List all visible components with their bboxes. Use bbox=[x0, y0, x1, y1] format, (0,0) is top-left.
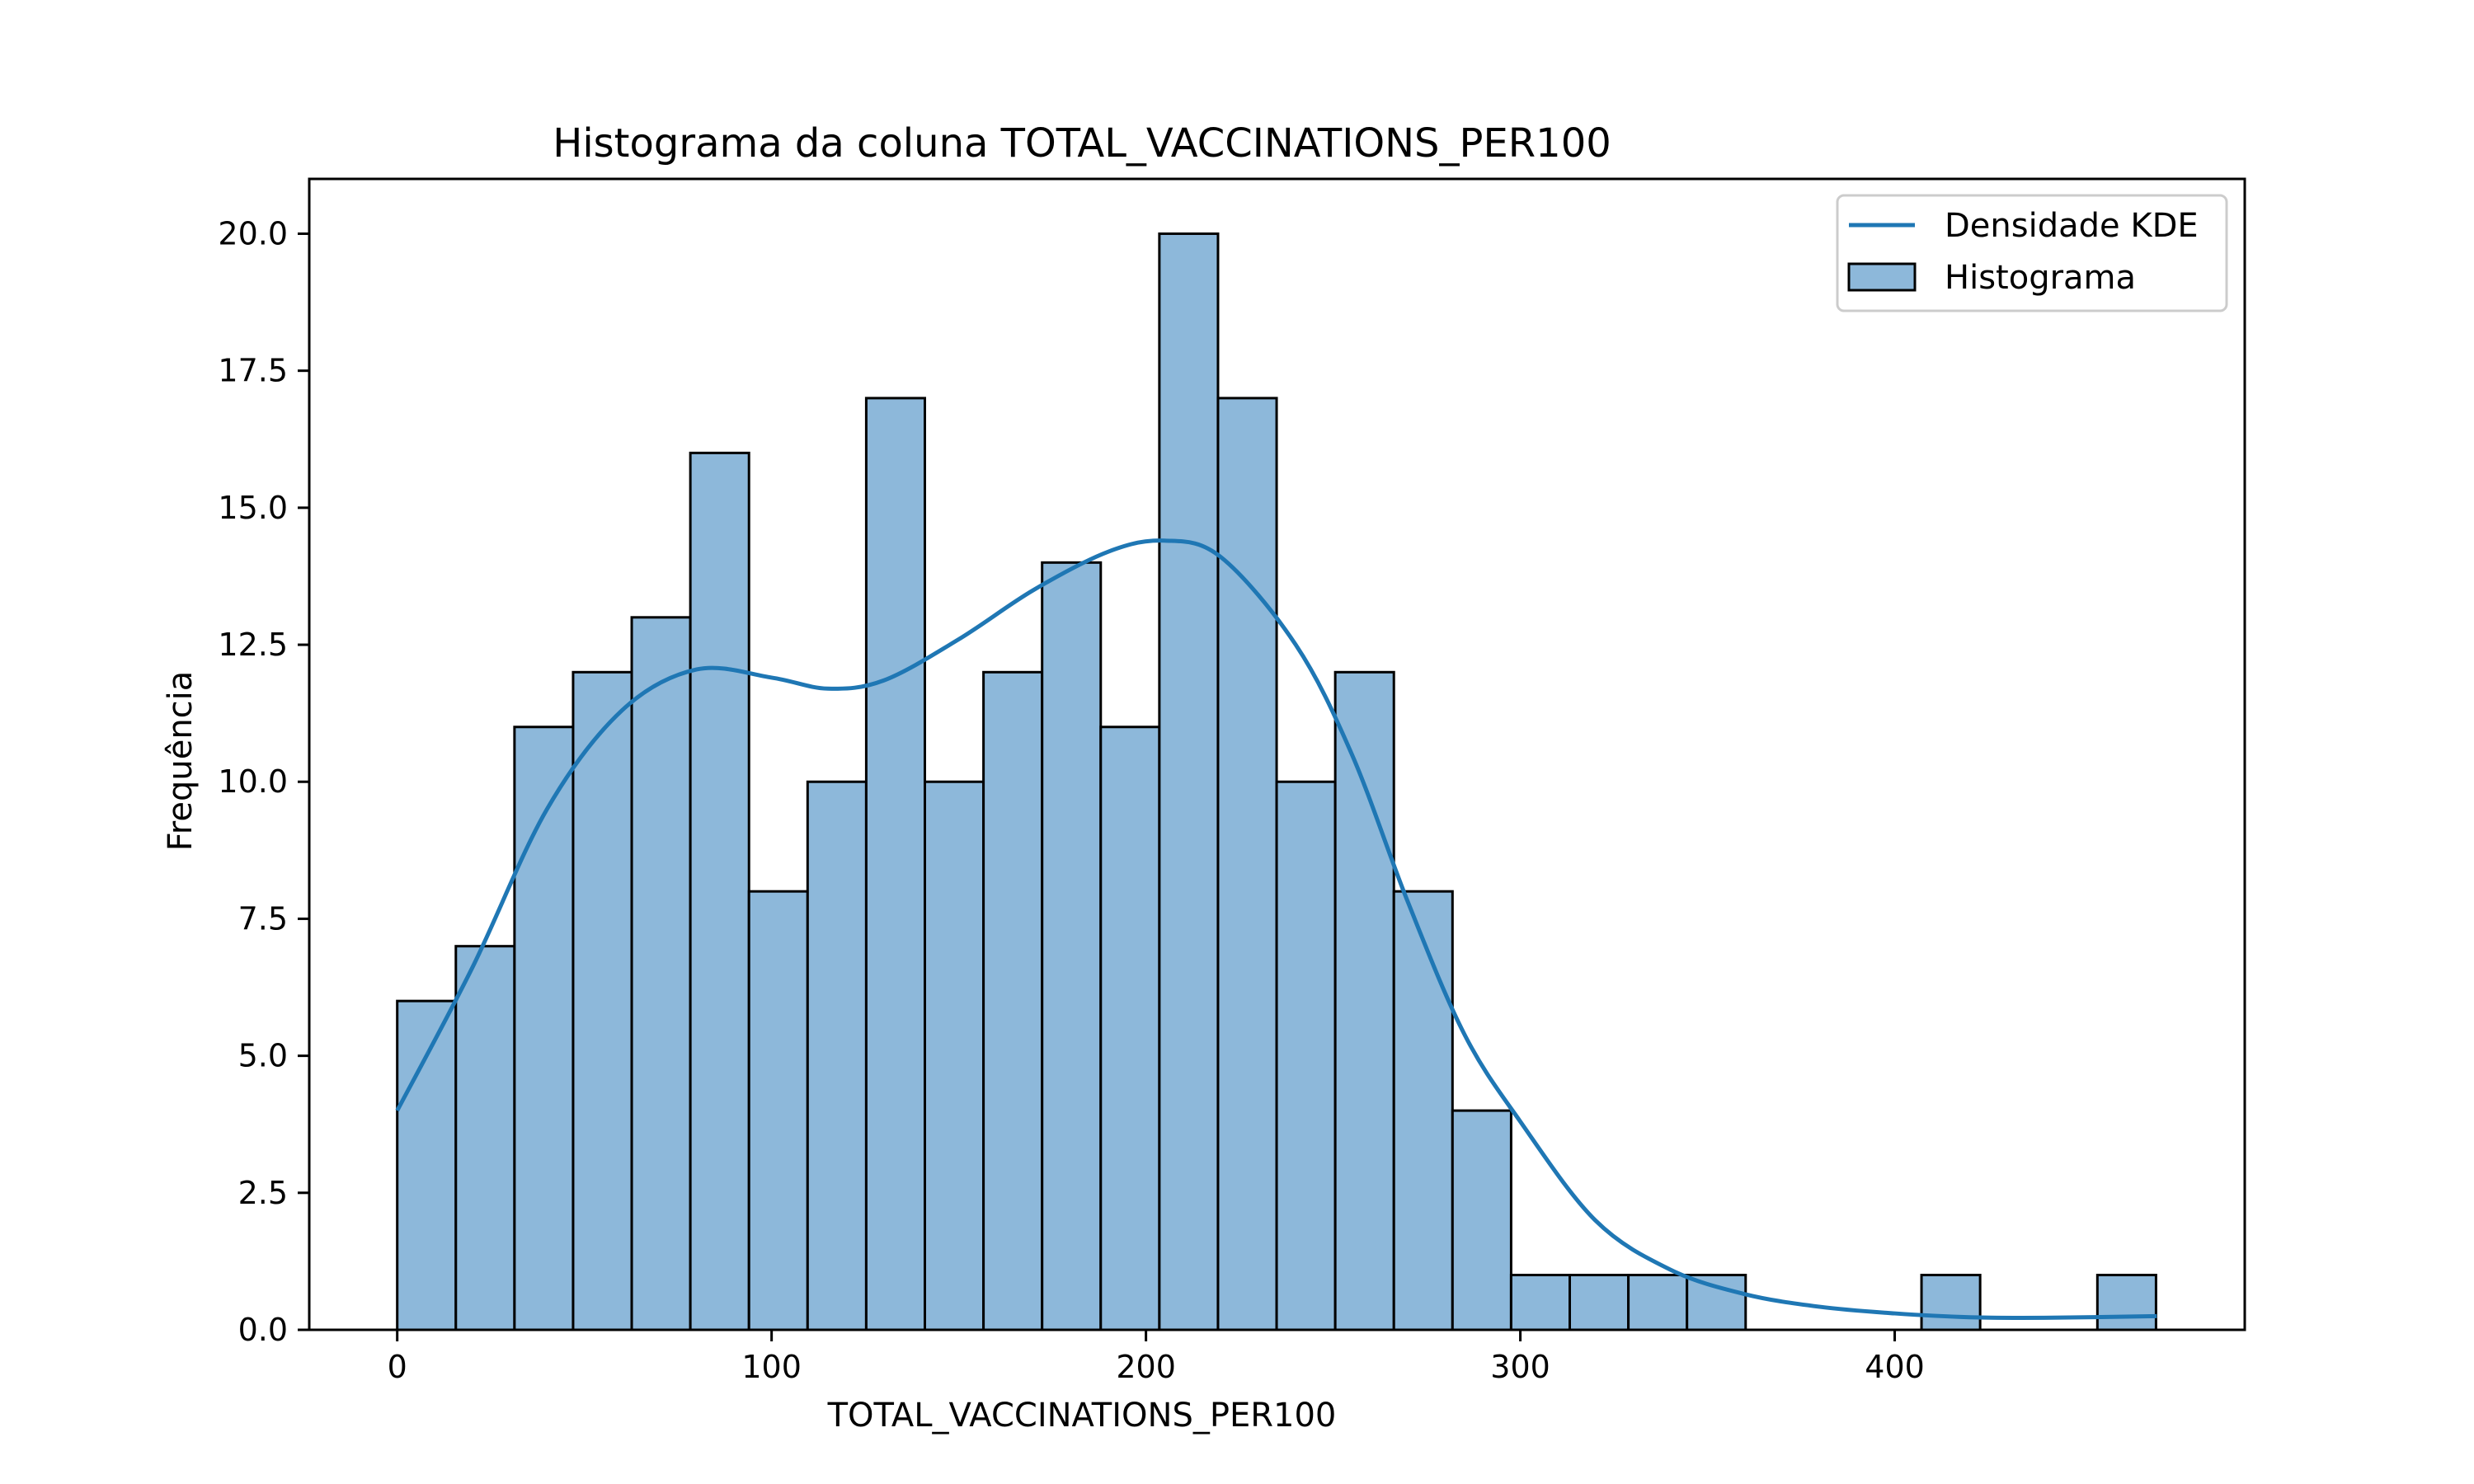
histogram-bar bbox=[1392, 890, 1454, 1331]
x-axis-label: TOTAL_VACCINATIONS_PER100 bbox=[827, 1397, 1337, 1435]
histogram-bar bbox=[513, 726, 575, 1331]
histogram-bar bbox=[1569, 1274, 1630, 1331]
histogram-bar bbox=[1041, 561, 1103, 1331]
y-axis-ticks: 0.0 2.5 5.0 7.5 10.0 12.5 15.0 17.5 20.0 bbox=[218, 215, 309, 1348]
x-axis-ticks: 0 100 200 300 400 bbox=[388, 1330, 1925, 1385]
histogram-bar bbox=[747, 890, 809, 1331]
histogram-bar bbox=[864, 397, 927, 1331]
legend: Densidade KDE Histograma bbox=[1836, 194, 2228, 312]
y-tick-label: 0.0 bbox=[238, 1312, 288, 1348]
kde-density-line bbox=[395, 538, 2157, 1321]
x-tick-label: 100 bbox=[741, 1349, 802, 1385]
y-tick-label: 17.5 bbox=[218, 353, 288, 389]
histogram-bar bbox=[1686, 1274, 1747, 1331]
histogram-bar bbox=[2095, 1274, 2157, 1331]
y-tick-label: 20.0 bbox=[218, 215, 288, 251]
histogram-bar bbox=[454, 945, 516, 1331]
y-tick-label: 10.0 bbox=[218, 763, 288, 800]
histogram-bar bbox=[924, 780, 985, 1331]
plot-frame bbox=[308, 177, 2246, 1331]
x-tick-label: 0 bbox=[388, 1349, 407, 1385]
histogram-bar bbox=[1333, 670, 1395, 1331]
histogram-bar bbox=[1099, 726, 1161, 1331]
histogram-bar bbox=[396, 999, 458, 1331]
x-tick-label: 400 bbox=[1865, 1349, 1925, 1385]
histogram-bar bbox=[630, 616, 692, 1331]
legend-histogram-swatch bbox=[1847, 262, 1917, 292]
x-tick-label: 300 bbox=[1490, 1349, 1550, 1385]
legend-box bbox=[1836, 194, 2228, 312]
histogram-bar bbox=[1509, 1274, 1572, 1331]
x-tick-label: 200 bbox=[1116, 1349, 1176, 1385]
histogram-bar bbox=[806, 780, 868, 1331]
histogram-bar bbox=[1920, 1274, 1982, 1331]
y-tick-label: 5.0 bbox=[238, 1038, 288, 1074]
histogram-bar bbox=[1627, 1274, 1689, 1331]
y-tick-label: 15.0 bbox=[218, 490, 288, 526]
histogram-bar bbox=[571, 670, 633, 1331]
y-tick-label: 12.5 bbox=[218, 627, 288, 663]
histogram-bar bbox=[1158, 232, 1220, 1331]
histogram-bar bbox=[1216, 397, 1278, 1331]
histogram-bars bbox=[396, 232, 2157, 1331]
legend-histogram-label: Histograma bbox=[1945, 259, 2136, 297]
histogram-bar bbox=[1275, 780, 1337, 1331]
histogram-bar bbox=[1451, 1109, 1512, 1331]
histogram-bar bbox=[689, 451, 750, 1331]
y-axis-label: Frequência bbox=[162, 671, 200, 852]
legend-kde-label: Densidade KDE bbox=[1945, 207, 2199, 245]
y-tick-label: 7.5 bbox=[238, 900, 288, 937]
y-tick-label: 2.5 bbox=[238, 1175, 288, 1211]
chart-title: Histograma da coluna TOTAL_VACCINATIONS_… bbox=[553, 120, 1611, 167]
histogram-bar bbox=[982, 670, 1044, 1331]
